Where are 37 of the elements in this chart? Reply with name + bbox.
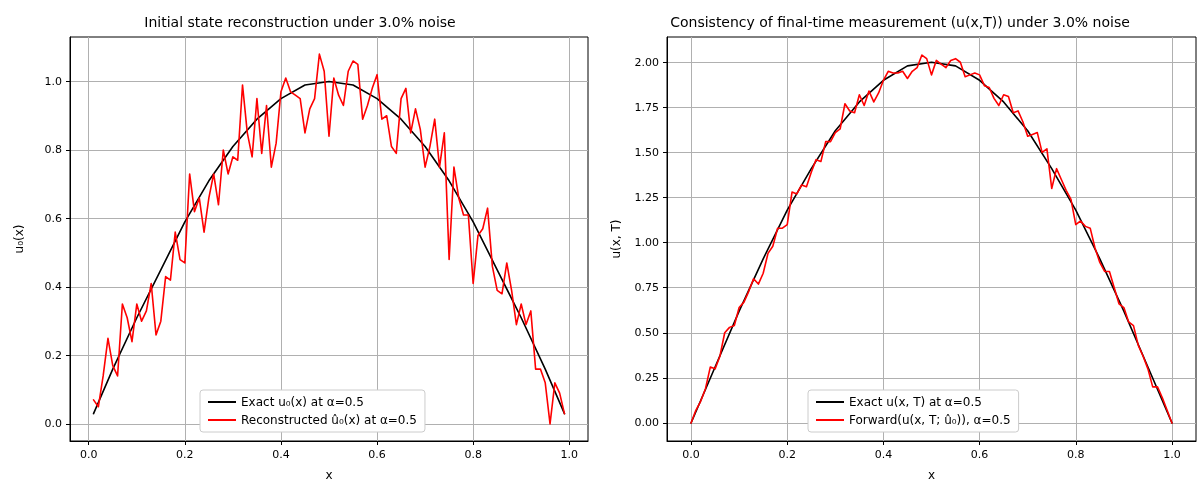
x-tick-label: 0.4 <box>874 448 893 461</box>
legend-label: Forward(u(x, T; û₀)), α=0.5 <box>849 413 1011 427</box>
x-tick-label: 0.8 <box>1067 448 1085 461</box>
x-tick-label: 0.0 <box>682 448 700 461</box>
legend-label: Exact u(x, T) at α=0.5 <box>849 395 982 409</box>
y-tick-label: 0.6 <box>44 211 62 225</box>
x-tick-label: 0.6 <box>970 448 989 461</box>
y-tick-label: 1.00 <box>634 236 659 250</box>
x-tick-label: 1.0 <box>1163 448 1181 461</box>
y-axis-title: u₀(x) <box>12 224 26 254</box>
x-tick-label: 0.0 <box>79 448 98 461</box>
y-tick-label: 0.0 <box>44 417 62 431</box>
y-tick-label: 1.50 <box>634 145 659 159</box>
x-tick-label: 0.4 <box>272 448 290 461</box>
x-tick-label: 0.6 <box>368 448 386 461</box>
y-tick-label: 0.8 <box>44 143 62 157</box>
y-tick-label: 0.25 <box>634 371 659 385</box>
y-tick-label: 1.75 <box>634 100 659 114</box>
x-axis-title: x <box>325 468 333 482</box>
x-tick-label: 1.0 <box>560 448 579 461</box>
legend-label: Reconstructed û₀(x) at α=0.5 <box>241 413 417 427</box>
y-tick-label: 0.50 <box>634 326 659 340</box>
chart-title: Consistency of final-time measurement (u(x,T)) under 3.0% noise <box>670 14 1130 30</box>
x-tick-label: 0.2 <box>778 448 796 461</box>
y-tick-label: 1.0 <box>44 75 62 89</box>
y-axis-title: u(x, T) <box>609 219 623 259</box>
chart-title: Initial state reconstruction under 3.0% noise <box>144 14 456 30</box>
y-tick-label: 2.00 <box>634 55 659 69</box>
y-tick-label: 0.00 <box>634 416 659 430</box>
y-tick-label: 0.75 <box>634 281 659 295</box>
y-tick-label: 0.4 <box>44 280 62 294</box>
x-tick-label: 0.2 <box>176 448 194 461</box>
x-axis-title: x <box>927 468 936 482</box>
legend-label: Exact u₀(x) at α=0.5 <box>241 395 364 409</box>
y-tick-label: 0.2 <box>44 348 62 362</box>
y-tick-label: 1.25 <box>634 191 659 205</box>
x-tick-label: 0.8 <box>464 448 482 461</box>
